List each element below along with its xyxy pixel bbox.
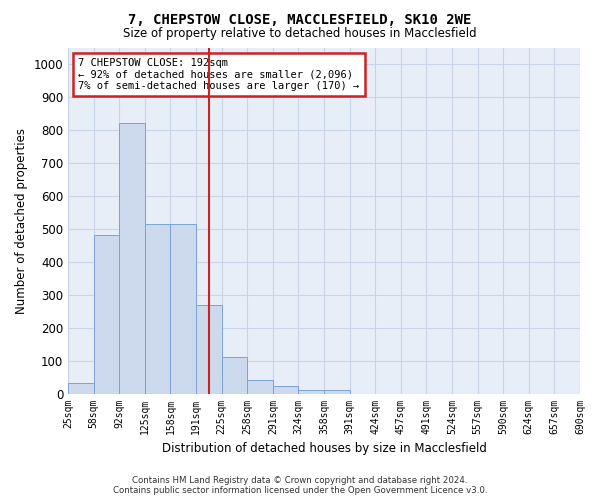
Bar xyxy=(94,236,119,394)
Y-axis label: Number of detached properties: Number of detached properties xyxy=(15,128,28,314)
Bar xyxy=(221,358,247,394)
Text: Size of property relative to detached houses in Macclesfield: Size of property relative to detached ho… xyxy=(123,28,477,40)
Bar xyxy=(298,390,324,394)
Bar xyxy=(145,224,170,394)
Text: Contains HM Land Registry data © Crown copyright and database right 2024.
Contai: Contains HM Land Registry data © Crown c… xyxy=(113,476,487,495)
Bar xyxy=(119,124,145,394)
Text: 7 CHEPSTOW CLOSE: 192sqm
← 92% of detached houses are smaller (2,096)
7% of semi: 7 CHEPSTOW CLOSE: 192sqm ← 92% of detach… xyxy=(78,58,359,91)
Bar xyxy=(196,305,221,394)
Bar xyxy=(324,390,350,394)
Bar xyxy=(273,386,298,394)
Bar xyxy=(247,380,273,394)
Bar xyxy=(170,224,196,394)
Bar xyxy=(68,382,94,394)
X-axis label: Distribution of detached houses by size in Macclesfield: Distribution of detached houses by size … xyxy=(161,442,487,455)
Text: 7, CHEPSTOW CLOSE, MACCLESFIELD, SK10 2WE: 7, CHEPSTOW CLOSE, MACCLESFIELD, SK10 2W… xyxy=(128,12,472,26)
